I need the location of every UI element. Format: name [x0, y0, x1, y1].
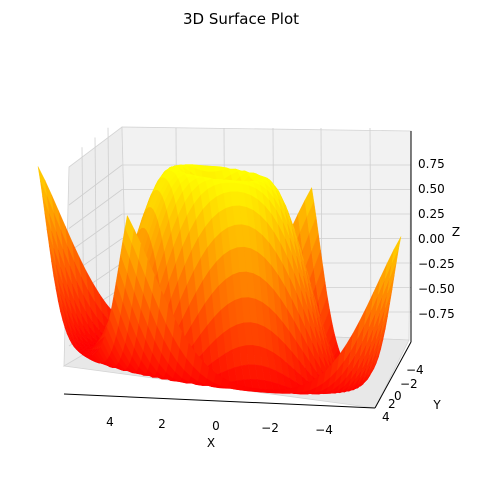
y-tick-label: 2	[388, 397, 396, 411]
z-tick-label: 0.25	[418, 207, 445, 221]
y-tick-label: −2	[400, 377, 418, 391]
z-tick-label: 0.50	[418, 182, 445, 196]
x-tick-label: 2	[158, 417, 166, 431]
z-tick-label: −0.50	[418, 282, 455, 296]
x-tick-label: −4	[315, 423, 333, 437]
x-tick-label: −2	[261, 421, 279, 435]
x-axis-line	[63, 393, 376, 409]
y-axis-line	[374, 341, 412, 409]
x-tick-label: 0	[212, 419, 220, 433]
y-tick-label: −4	[406, 363, 424, 377]
z-tick-label: −0.25	[418, 257, 455, 271]
x-axis-label: X	[207, 436, 215, 450]
y-axis-label: Y	[432, 398, 441, 412]
z-tick-label: −0.75	[418, 307, 455, 321]
x-tick-label: 4	[106, 415, 114, 429]
surface-mesh	[37, 164, 402, 395]
axes	[63, 131, 412, 409]
grid-line	[107, 127, 111, 335]
surface-patch	[391, 236, 402, 264]
chart-title: 3D Surface Plot	[183, 10, 299, 28]
z-tick-label: 0.00	[418, 232, 445, 246]
grid-line	[68, 213, 123, 253]
y-tick-label: 4	[382, 410, 390, 424]
y-tick-label: 0	[394, 389, 402, 403]
tick-labels: 4 2 0 −2 −4−4−20240.750.500.250.00−0.25−0.50…	[106, 157, 455, 437]
z-axis-label: Z	[452, 225, 460, 239]
z-tick-label: 0.75	[418, 157, 445, 171]
